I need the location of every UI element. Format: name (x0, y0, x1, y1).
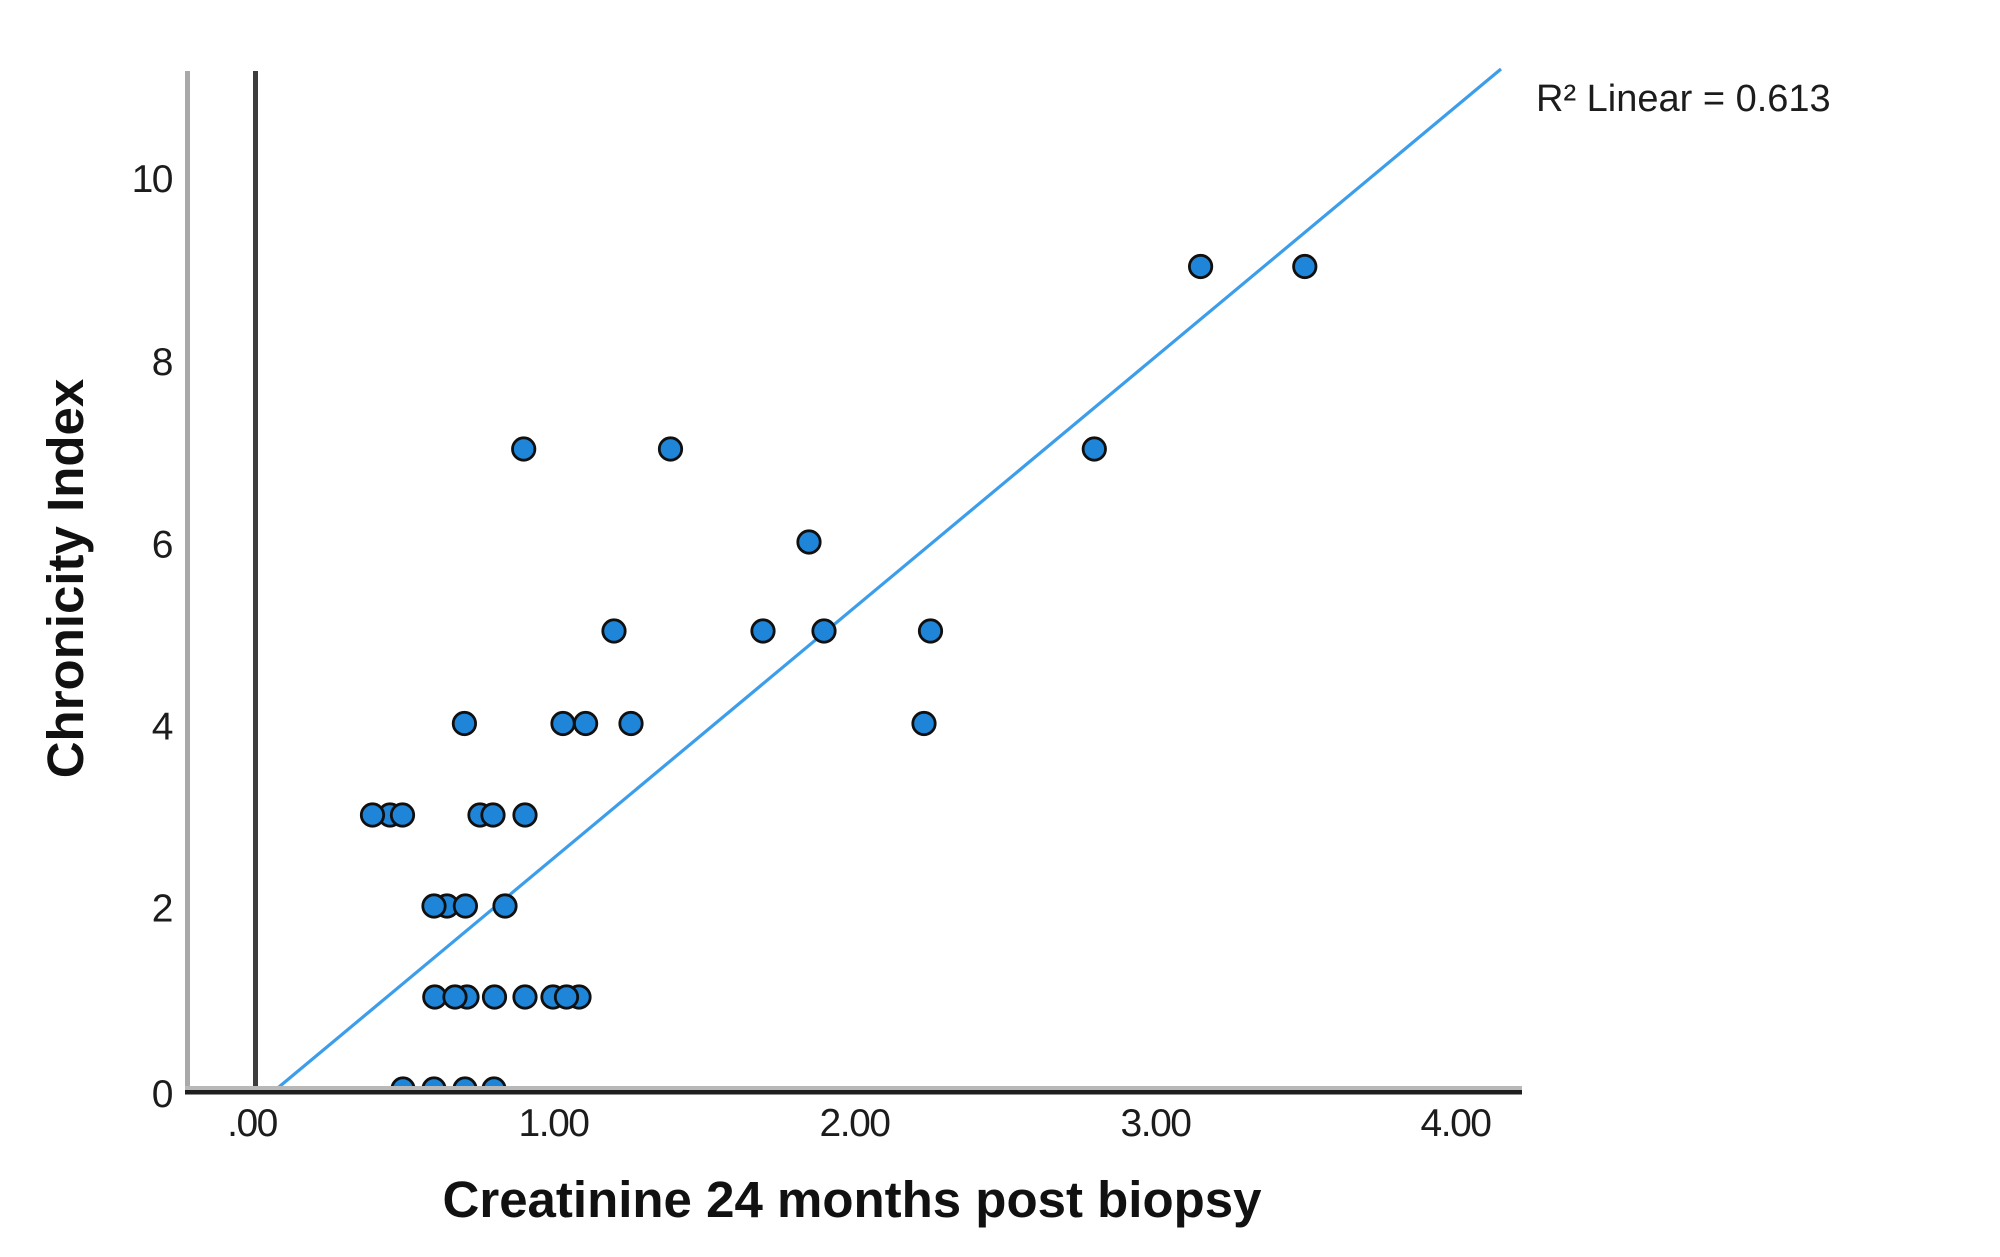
svg-text:Creatinine 24 months post biop: Creatinine 24 months post biopsy (443, 1171, 1263, 1228)
svg-text:4: 4 (152, 706, 173, 749)
svg-text:6: 6 (152, 524, 172, 567)
svg-text:R² Linear = 0.613: R² Linear = 0.613 (1536, 78, 1831, 120)
svg-text:4.00: 4.00 (1421, 1102, 1492, 1145)
svg-text:10: 10 (132, 158, 173, 201)
svg-text:0: 0 (152, 1073, 173, 1116)
svg-text:2: 2 (152, 888, 172, 931)
svg-text:8: 8 (152, 341, 172, 384)
svg-text:Chronicity Index: Chronicity Index (37, 379, 94, 779)
svg-text:1.00: 1.00 (519, 1102, 590, 1145)
svg-text:2.00: 2.00 (820, 1102, 891, 1145)
svg-text:.00: .00 (227, 1102, 278, 1145)
svg-text:3.00: 3.00 (1121, 1102, 1192, 1145)
